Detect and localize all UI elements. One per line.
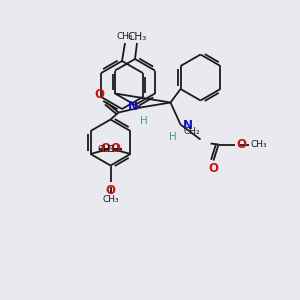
Text: O: O xyxy=(94,88,104,101)
Text: N: N xyxy=(128,100,137,113)
Text: CH₃: CH₃ xyxy=(128,32,147,42)
Text: O: O xyxy=(208,163,218,176)
Text: CH₃: CH₃ xyxy=(117,32,133,41)
Text: CH₂: CH₂ xyxy=(183,127,200,136)
Text: N: N xyxy=(182,119,193,132)
Text: H: H xyxy=(169,133,176,142)
Text: CH₃: CH₃ xyxy=(102,196,119,205)
Text: CH₃: CH₃ xyxy=(98,145,114,154)
Text: O: O xyxy=(236,138,247,151)
Text: O: O xyxy=(111,142,121,155)
Text: CH₃: CH₃ xyxy=(107,145,124,154)
Text: O: O xyxy=(106,184,116,196)
Text: H: H xyxy=(140,116,147,125)
Text: O: O xyxy=(100,142,110,155)
Text: CH₃: CH₃ xyxy=(250,140,267,149)
